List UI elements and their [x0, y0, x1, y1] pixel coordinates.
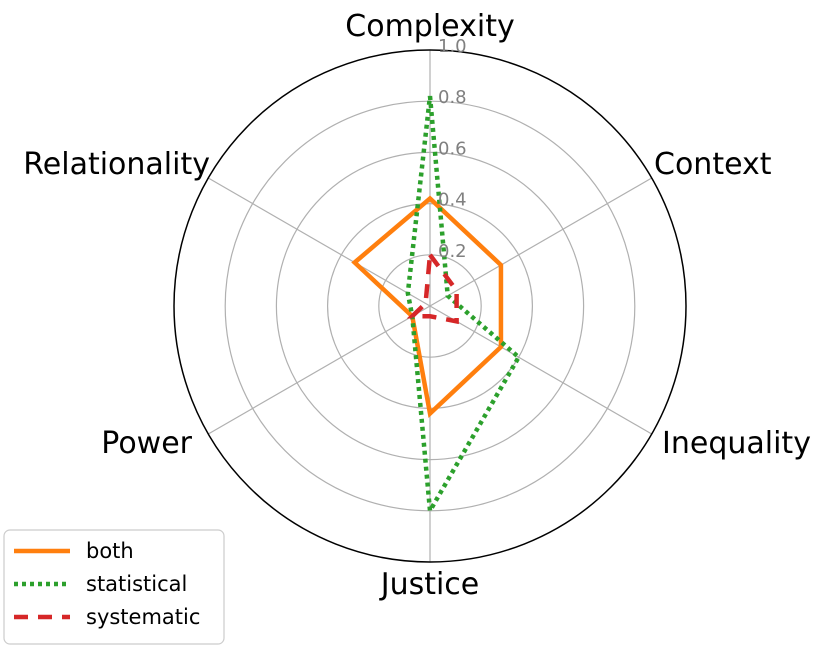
legend-label-systematic: systematic	[86, 605, 200, 629]
legend-item-statistical: statistical	[14, 572, 187, 596]
axis-label-justice: Justice	[379, 567, 480, 602]
axis-labels: Complexity Context Inequality Justice Power R…	[23, 9, 811, 602]
radial-tick-label: 0.8	[438, 87, 467, 108]
series-both	[351, 195, 504, 418]
radial-ticks: 0.2 0.4 0.6 0.8 1.0	[438, 36, 467, 262]
radial-tick-label: 0.4	[438, 190, 467, 211]
axis-label-complexity: Complexity	[345, 9, 514, 44]
radial-tick-label: 1.0	[438, 36, 467, 57]
spoke-context	[429, 177, 653, 307]
axis-label-relationality: Relationality	[23, 147, 210, 182]
series-statistical	[405, 95, 522, 519]
grid	[173, 49, 687, 563]
axis-label-power: Power	[101, 426, 192, 461]
series-group	[351, 95, 522, 519]
axis-label-context: Context	[654, 147, 772, 182]
axis-label-inequality: Inequality	[662, 426, 811, 461]
outer-frame	[173, 49, 687, 563]
legend-item-both: both	[14, 539, 134, 563]
spoke-power	[207, 305, 431, 435]
legend-item-systematic: systematic	[14, 605, 200, 629]
radial-tick-label: 0.2	[438, 241, 467, 262]
legend-frame	[3, 529, 225, 645]
radial-tick-label: 0.6	[438, 138, 467, 159]
legend-label-statistical: statistical	[86, 572, 187, 596]
series-systematic	[406, 248, 459, 325]
spoke-relationality	[207, 177, 431, 307]
spoke-inequality	[429, 305, 653, 435]
legend: both statistical systematic	[3, 529, 225, 645]
legend-label-both: both	[86, 539, 134, 563]
